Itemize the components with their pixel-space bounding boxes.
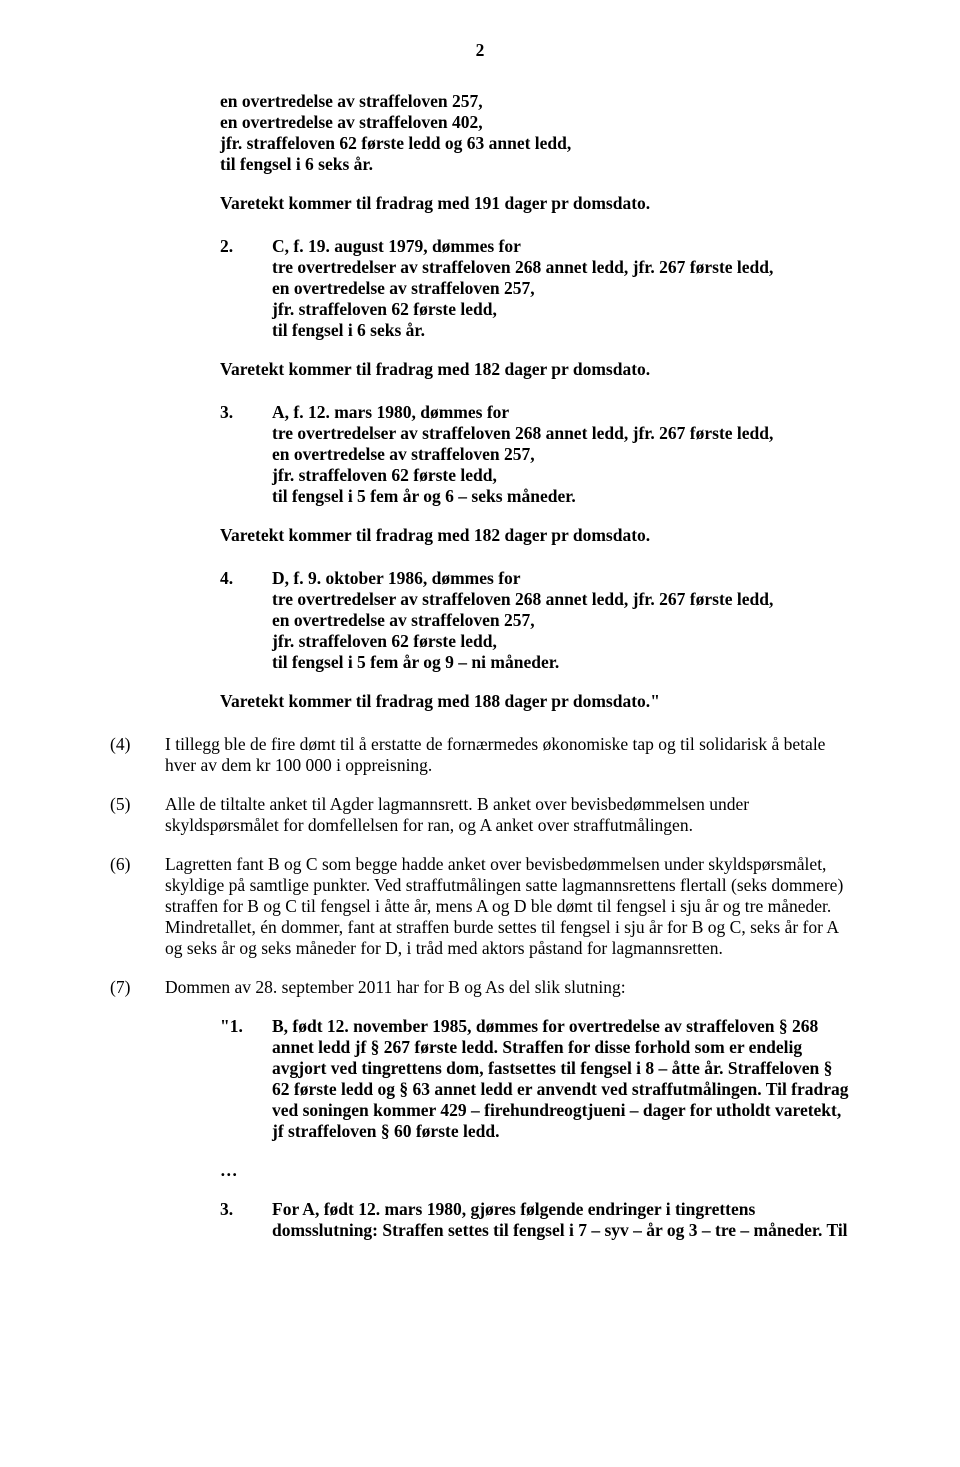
- item-line: en overtredelse av straffeloven 257,: [272, 610, 850, 631]
- item-number: 3.: [220, 402, 272, 507]
- quote-item: 2. C, f. 19. august 1979, dømmes for tre…: [220, 236, 850, 341]
- item-varetekt: Varetekt kommer til fradrag med 182 dage…: [220, 359, 850, 380]
- item-line: C, f. 19. august 1979, dømmes for: [272, 236, 850, 257]
- intro-line: en overtredelse av straffeloven 257,: [220, 91, 850, 112]
- item-line: A, f. 12. mars 1980, dømmes for: [272, 402, 850, 423]
- ellipsis: …: [220, 1160, 850, 1181]
- intro-quote-block: en overtredelse av straffeloven 257, en …: [220, 91, 850, 214]
- para-number: (5): [110, 794, 165, 836]
- subquote-text: For A, født 12. mars 1980, gjøres følgen…: [272, 1199, 850, 1241]
- intro-varetekt: Varetekt kommer til fradrag med 191 dage…: [220, 193, 850, 214]
- item-line: jfr. straffeloven 62 første ledd,: [272, 631, 850, 652]
- main-paragraph: (6) Lagretten fant B og C som begge hadd…: [110, 854, 850, 959]
- intro-line: til fengsel i 6 seks år.: [220, 154, 850, 175]
- item-varetekt: Varetekt kommer til fradrag med 182 dage…: [220, 525, 850, 546]
- intro-line: jfr. straffeloven 62 første ledd og 63 a…: [220, 133, 850, 154]
- item-line: til fengsel i 5 fem år og 6 – seks måned…: [272, 486, 850, 507]
- para-number: (7): [110, 977, 165, 998]
- item-line: til fengsel i 6 seks år.: [272, 320, 850, 341]
- subquote-number: 3.: [220, 1199, 272, 1241]
- para-number: (6): [110, 854, 165, 959]
- item-line: D, f. 9. oktober 1986, dømmes for: [272, 568, 850, 589]
- quote-item: 3. A, f. 12. mars 1980, dømmes for tre o…: [220, 402, 850, 507]
- para-number: (4): [110, 734, 165, 776]
- main-paragraph: (4) I tillegg ble de fire dømt til å ers…: [110, 734, 850, 776]
- item-line: en overtredelse av straffeloven 257,: [272, 278, 850, 299]
- page-number: 2: [110, 40, 850, 61]
- item-number: 4.: [220, 568, 272, 673]
- item-line: tre overtredelser av straffeloven 268 an…: [272, 589, 850, 610]
- item-line: tre overtredelser av straffeloven 268 an…: [272, 423, 850, 444]
- item-line: jfr. straffeloven 62 første ledd,: [272, 465, 850, 486]
- intro-line: en overtredelse av straffeloven 402,: [220, 112, 850, 133]
- quote-item: 4. D, f. 9. oktober 1986, dømmes for tre…: [220, 568, 850, 673]
- sub-quote-block: "1. B, født 12. november 1985, dømmes fo…: [220, 1016, 850, 1142]
- para-text: I tillegg ble de fire dømt til å erstatt…: [165, 734, 850, 776]
- main-paragraph: (5) Alle de tiltalte anket til Agder lag…: [110, 794, 850, 836]
- para-text: Dommen av 28. september 2011 har for B o…: [165, 977, 850, 998]
- item-line: en overtredelse av straffeloven 257,: [272, 444, 850, 465]
- subquote-number: "1.: [220, 1016, 272, 1142]
- para-text: Lagretten fant B og C som begge hadde an…: [165, 854, 850, 959]
- item-line: jfr. straffeloven 62 første ledd,: [272, 299, 850, 320]
- sub-quote-block: 3. For A, født 12. mars 1980, gjøres føl…: [220, 1199, 850, 1241]
- item-line: tre overtredelser av straffeloven 268 an…: [272, 257, 850, 278]
- subquote-text: B, født 12. november 1985, dømmes for ov…: [272, 1016, 850, 1142]
- item-varetekt: Varetekt kommer til fradrag med 188 dage…: [220, 691, 850, 712]
- para-text: Alle de tiltalte anket til Agder lagmann…: [165, 794, 850, 836]
- item-line: til fengsel i 5 fem år og 9 – ni måneder…: [272, 652, 850, 673]
- main-paragraph: (7) Dommen av 28. september 2011 har for…: [110, 977, 850, 998]
- item-number: 2.: [220, 236, 272, 341]
